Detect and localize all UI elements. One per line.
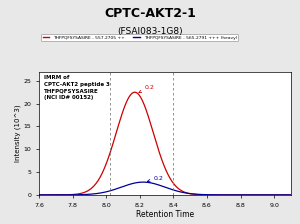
Legend: THFPQFSYSASIRE - 557.2705 ++, THFPQFSYSASIRE - 565.2791 +++ (heavy): THFPQFSYSASIRE - 557.2705 ++, THFPQFSYSA… [41,34,238,41]
Text: CPTC-AKT2-1: CPTC-AKT2-1 [104,7,196,20]
Text: 0.2: 0.2 [139,85,155,93]
Text: 0.2: 0.2 [147,176,163,182]
Text: IMRM of
CPTC-AKT2 peptide 3
THFPQFSYSASIRE
(NCI ID# 00152): IMRM of CPTC-AKT2 peptide 3 THFPQFSYSASI… [44,75,110,100]
Text: (FSAI083-1G8): (FSAI083-1G8) [117,27,183,36]
Y-axis label: Intensity (10^3): Intensity (10^3) [14,104,21,162]
X-axis label: Retention Time: Retention Time [136,210,194,219]
